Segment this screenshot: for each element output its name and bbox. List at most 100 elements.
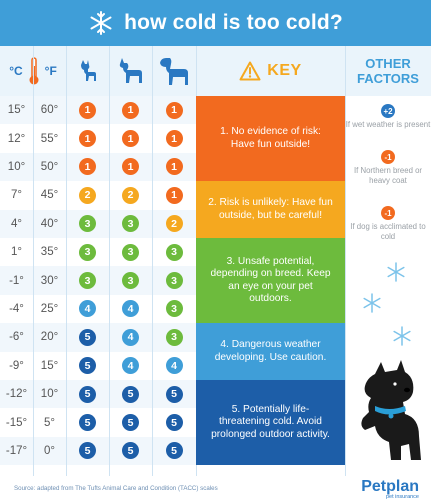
celsius-cell-value: -15° bbox=[5, 416, 28, 429]
risk-badge: 1 bbox=[79, 130, 96, 148]
fahrenheit-cell: 45° bbox=[33, 181, 66, 209]
brand-tagline: pet insurance bbox=[385, 494, 419, 500]
medium-dog-risk: 3 bbox=[109, 210, 152, 238]
medium-dog-risk: 3 bbox=[109, 266, 152, 294]
large-dog-risk: 1 bbox=[152, 153, 196, 181]
fahrenheit-cell: 15° bbox=[33, 352, 66, 380]
risk-badge: 5 bbox=[165, 414, 183, 432]
celsius-cell: -17° bbox=[0, 437, 33, 465]
risk-badge: 3 bbox=[165, 272, 183, 290]
celsius-cell-value: -9° bbox=[9, 359, 24, 372]
medium-dog-header bbox=[109, 46, 152, 96]
risk-badge: 4 bbox=[165, 357, 183, 375]
snowflake-icon bbox=[387, 262, 405, 282]
risk-badge: 5 bbox=[122, 385, 139, 403]
footer bbox=[0, 476, 431, 504]
key-description: 3. Unsafe potential, depending on breed.… bbox=[210, 255, 331, 305]
celsius-cell-value: 4° bbox=[11, 217, 22, 230]
celsius-cell: 7° bbox=[0, 181, 33, 209]
small-dog-risk: 5 bbox=[66, 380, 109, 408]
factor-badge: -1 bbox=[381, 150, 395, 164]
large-dog-risk: 3 bbox=[152, 323, 196, 351]
medium-dog-risk: 3 bbox=[109, 238, 152, 266]
key-description: 4. Dangerous weather developing. Use cau… bbox=[214, 339, 327, 363]
factor-text: If Northern breed or heavy coat bbox=[353, 166, 423, 185]
table-row: -6° 20° 5 4 3 bbox=[0, 323, 196, 352]
celsius-cell-value: 7° bbox=[11, 189, 22, 202]
fahrenheit-cell: 50° bbox=[33, 153, 66, 181]
fahrenheit-cell-value: 15° bbox=[40, 359, 59, 372]
medium-dog-risk: 4 bbox=[109, 295, 152, 323]
celsius-cell: -12° bbox=[0, 380, 33, 408]
fahrenheit-cell-value: 25° bbox=[40, 302, 59, 315]
celsius-cell: -9° bbox=[0, 352, 33, 380]
snowflake-icon bbox=[393, 326, 411, 346]
fahrenheit-cell-value: 55° bbox=[40, 132, 59, 145]
fahrenheit-cell: 10° bbox=[33, 380, 66, 408]
fahrenheit-cell: 5° bbox=[33, 408, 66, 436]
table-header bbox=[0, 46, 431, 96]
risk-badge: 4 bbox=[122, 357, 139, 375]
key-level-3: 3. Unsafe potential, depending on breed.… bbox=[196, 238, 345, 324]
fahrenheit-cell-value: 0° bbox=[44, 444, 55, 457]
medium-dog-risk: 5 bbox=[109, 437, 152, 465]
large-dog-risk: 1 bbox=[152, 181, 196, 209]
risk-badge: 2 bbox=[122, 186, 139, 204]
small-dog-risk: 5 bbox=[66, 408, 109, 436]
risk-badge: 3 bbox=[165, 328, 183, 346]
small-dog-risk: 4 bbox=[66, 295, 109, 323]
small-dog-risk: 1 bbox=[66, 96, 109, 124]
small-dog-risk: 3 bbox=[66, 238, 109, 266]
factor-badge: +2 bbox=[381, 104, 395, 118]
fahrenheit-cell-value: 50° bbox=[40, 160, 59, 173]
large-dog-risk: 5 bbox=[152, 437, 196, 465]
other-factors-label: OTHER FACTORS bbox=[357, 56, 419, 86]
fahrenheit-cell-value: 35° bbox=[40, 246, 59, 259]
risk-badge: 4 bbox=[122, 300, 139, 318]
fahrenheit-cell-value: 10° bbox=[40, 388, 59, 401]
risk-badge: 1 bbox=[165, 186, 183, 204]
fahrenheit-cell: 35° bbox=[33, 238, 66, 266]
factor-text: If wet weather is present bbox=[345, 120, 431, 129]
celsius-cell: 4° bbox=[0, 210, 33, 238]
risk-badge: 5 bbox=[165, 442, 183, 460]
celsius-cell-value: -12° bbox=[5, 388, 28, 401]
risk-badge: 1 bbox=[165, 158, 183, 176]
risk-badge: 5 bbox=[79, 328, 96, 346]
celsius-cell: -1° bbox=[0, 266, 33, 294]
risk-badge: 1 bbox=[122, 130, 139, 148]
medium-dog-risk: 4 bbox=[109, 352, 152, 380]
risk-badge: 1 bbox=[165, 101, 183, 119]
fahrenheit-cell: 25° bbox=[33, 295, 66, 323]
medium-dog-risk: 5 bbox=[109, 408, 152, 436]
source-note: Source: adapted from The Tufts Animal Ca… bbox=[14, 485, 218, 492]
fahrenheit-cell-value: 40° bbox=[40, 217, 59, 230]
key-label: KEY bbox=[267, 62, 302, 79]
fahrenheit-cell-value: 20° bbox=[40, 331, 59, 344]
table-row: -9° 15° 5 4 4 bbox=[0, 351, 196, 380]
title-bar: how cold is too cold? bbox=[0, 0, 431, 46]
snowflake-icon bbox=[90, 11, 112, 35]
fahrenheit-cell-value: 45° bbox=[40, 189, 59, 202]
fahrenheit-cell: 40° bbox=[33, 210, 66, 238]
key-level-4: 4. Dangerous weather developing. Use cau… bbox=[196, 323, 345, 380]
column-divider bbox=[345, 46, 346, 476]
risk-badge: 1 bbox=[122, 101, 139, 119]
fahrenheit-cell: 20° bbox=[33, 323, 66, 351]
small-dog-risk: 5 bbox=[66, 352, 109, 380]
celsius-label: °C bbox=[9, 64, 23, 78]
risk-badge: 3 bbox=[165, 300, 183, 318]
large-dog-risk: 5 bbox=[152, 380, 196, 408]
celsius-cell-value: -6° bbox=[9, 331, 24, 344]
celsius-cell: 1° bbox=[0, 238, 33, 266]
petplan-logo: Petplan pet insurance bbox=[361, 478, 419, 500]
table-row: 4° 40° 3 3 2 bbox=[0, 209, 196, 238]
table-row: -17° 0° 5 5 5 bbox=[0, 436, 196, 466]
key-level-1: 1. No evidence of risk: Have fun outside… bbox=[196, 96, 345, 182]
fahrenheit-cell: 60° bbox=[33, 96, 66, 124]
medium-dog-risk: 1 bbox=[109, 96, 152, 124]
risk-badge: 3 bbox=[122, 272, 139, 290]
large-dog-risk: 3 bbox=[152, 266, 196, 294]
fahrenheit-cell-value: 5° bbox=[44, 416, 55, 429]
risk-badge: 3 bbox=[79, 272, 96, 290]
